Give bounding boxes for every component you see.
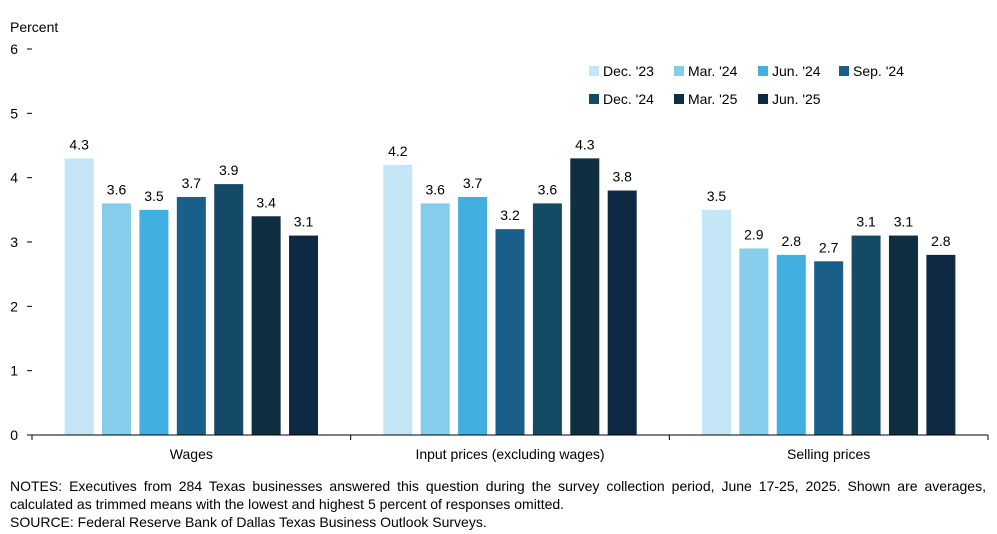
y-tick-label: 4 [10,170,18,186]
bar [176,196,206,435]
category-label: Input prices (excluding wages) [415,446,604,462]
bar [532,203,562,435]
data-label: 3.9 [219,162,239,178]
data-label: 3.6 [538,181,558,197]
category-label: Wages [170,446,213,462]
legend-label: Dec. '24 [603,91,654,107]
data-labels: 4.3 3.6 3.5 3.7 3.9 3.4 3.1 4.2 3.6 3.7 3.2 3.6 4.3 3… [69,136,950,255]
legend-label: Dec. '23 [603,63,654,79]
data-label: 3.1 [294,214,314,230]
bar [64,158,94,435]
source-text: SOURCE: Federal Reserve Bank of Dallas T… [10,514,487,530]
bar [701,209,731,435]
data-label: 4.3 [69,136,89,152]
data-label: 2.8 [782,233,802,249]
data-label: 3.1 [856,214,876,230]
bar-chart: Percent 0 1 2 3 4 5 6 4.3 3.6 3.5 3.7 3.9 3.4 3.1 4.2… [10,19,989,462]
bar [458,196,488,435]
bar [495,229,525,435]
legend-label: Mar. '24 [688,63,738,79]
notes-text: NOTES: Executives from 284 Texas busines… [10,478,986,512]
legend-swatch [589,66,599,76]
y-axis: 0 1 2 3 4 5 6 [10,41,32,443]
y-tick-label: 2 [10,298,18,314]
bar [102,203,132,435]
data-label: 4.3 [575,136,595,152]
data-label: 3.8 [612,169,632,185]
legend-label: Mar. '25 [688,91,738,107]
y-tick-label: 5 [10,105,18,121]
legend-swatch [839,66,849,76]
legend-label: Jun. '25 [772,91,821,107]
y-tick-label: 6 [10,41,18,57]
data-label: 3.2 [500,207,520,223]
chart-notes: NOTES: Executives from 284 Texas busines… [10,477,986,531]
y-axis-label: Percent [10,19,58,35]
data-label: 3.7 [463,175,483,191]
bar [214,184,244,435]
y-tick-label: 3 [10,234,18,250]
data-label: 3.5 [144,188,164,204]
bar [251,216,281,435]
category-label: Selling prices [787,446,870,462]
bar [383,164,413,436]
data-label: 3.1 [894,214,914,230]
legend: Dec. '23 Mar. '24 Jun. '24 Sep. '24 Dec. '24… [589,63,904,107]
legend-swatch [758,66,768,76]
legend-label: Jun. '24 [772,63,821,79]
bar [420,203,450,435]
x-axis: Wages Input prices (excluding wages) Selli… [31,435,989,462]
y-tick-label: 1 [10,363,18,379]
bar [926,254,956,435]
data-label: 2.8 [931,233,951,249]
bar [851,235,881,435]
bar [776,254,806,435]
bar [289,235,319,435]
data-label: 3.4 [256,194,276,210]
bar [888,235,918,435]
data-label: 3.7 [182,175,202,191]
bar [139,209,169,435]
data-label: 3.6 [107,181,127,197]
legend-swatch [758,94,768,104]
data-label: 2.7 [819,239,839,255]
legend-swatch [674,66,684,76]
data-label: 3.6 [425,181,445,197]
legend-swatch [674,94,684,104]
bars [64,158,956,436]
bar [814,261,844,435]
data-label: 2.9 [744,226,764,242]
data-label: 3.5 [707,188,727,204]
data-label: 4.2 [388,143,408,159]
bar [607,190,637,435]
bar [739,248,769,435]
legend-swatch [589,94,599,104]
y-tick-label: 0 [10,427,18,443]
bar [570,158,600,435]
legend-label: Sep. '24 [853,63,904,79]
